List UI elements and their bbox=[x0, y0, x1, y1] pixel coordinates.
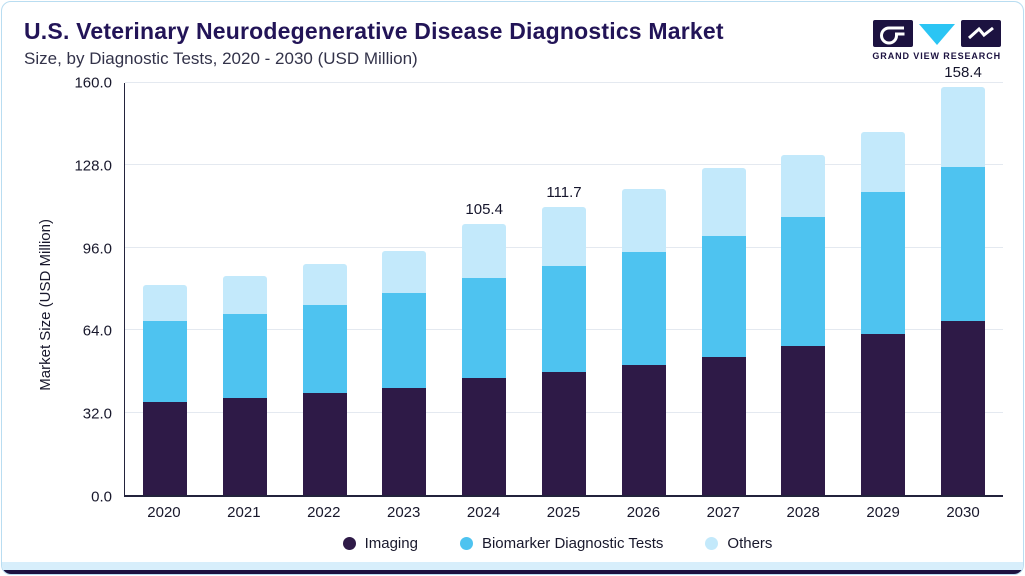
page-subtitle: Size, by Diagnostic Tests, 2020 - 2030 (… bbox=[24, 49, 418, 68]
bar-2023-biomarker-diagnostic-tests bbox=[382, 293, 427, 389]
bottom-accent-strip bbox=[2, 562, 1023, 574]
chart-main: 0.0 32.0 64.0 96.0 128.0 160.0 105.4 111.7 158.… bbox=[62, 64, 1003, 527]
logo-text: GRAND VIEW RESEARCH bbox=[872, 51, 1001, 61]
bar-2020-biomarker-diagnostic-tests bbox=[142, 320, 187, 402]
bar-2029-imaging bbox=[861, 334, 906, 495]
header: U.S. Veterinary Neurodegenerative Diseas… bbox=[2, 2, 1023, 73]
y-tick-label: 64.0 bbox=[82, 322, 112, 340]
bar-2025-imaging bbox=[541, 371, 586, 495]
bar-2021-imaging bbox=[222, 398, 267, 495]
x-tick-label-2021: 2021 bbox=[227, 503, 261, 521]
legend-label: Others bbox=[727, 535, 773, 552]
legend-label: Imaging bbox=[364, 535, 418, 552]
x-axis-labels: 2020 2021 2022 2023 2024 2025 2026 2027 2028 2029… bbox=[124, 497, 1003, 527]
bar-2029-biomarker-diagnostic-tests bbox=[861, 192, 906, 335]
plot-row: 0.0 32.0 64.0 96.0 128.0 160.0 105.4 111.7 158.… bbox=[62, 64, 1003, 506]
grand-view-research-logo: GRAND VIEW RESEARCH bbox=[872, 20, 1001, 61]
x-tick-label-2030: 2030 bbox=[946, 503, 980, 521]
data-label-2024: 105.4 bbox=[465, 200, 503, 218]
bar-2028-biomarker-diagnostic-tests bbox=[781, 216, 826, 347]
bar-2026-imaging bbox=[621, 365, 666, 495]
bar-2022-others bbox=[302, 263, 347, 305]
x-tick-label-2025: 2025 bbox=[546, 503, 581, 521]
bar-2025-others bbox=[541, 207, 586, 267]
bar-2028-others bbox=[781, 154, 826, 217]
stacked-bar-chart: Market Size (USD Million) 0.0 32.0 64.0 96.… bbox=[2, 64, 1023, 527]
data-label-2025: 111.7 bbox=[546, 184, 582, 202]
y-axis-ticks: 0.0 32.0 64.0 96.0 128.0 160.0 bbox=[62, 75, 124, 506]
bar-2030-others bbox=[941, 87, 986, 167]
bar-2021-biomarker-diagnostic-tests bbox=[222, 313, 267, 399]
y-axis-title-wrap: Market Size (USD Million) bbox=[28, 83, 62, 527]
legend-item-imaging: Imaging bbox=[342, 535, 418, 552]
bar-2024-imaging bbox=[462, 377, 507, 495]
bars: 105.4 111.7 158.4 bbox=[125, 64, 1003, 495]
gridline bbox=[125, 82, 1003, 83]
bar-2029 bbox=[861, 83, 906, 495]
page-title: U.S. Veterinary Neurodegenerative Diseas… bbox=[24, 18, 724, 44]
bar-2028-imaging bbox=[781, 346, 826, 495]
x-tick-label-2020: 2020 bbox=[147, 503, 181, 521]
bar-2026-biomarker-diagnostic-tests bbox=[621, 252, 666, 366]
y-tick-label: 128.0 bbox=[74, 157, 112, 175]
y-tick-label: 32.0 bbox=[82, 405, 112, 423]
chart-legend: Imaging Biomarker Diagnostic Tests Others bbox=[2, 527, 1023, 562]
bar-2026-others bbox=[621, 188, 666, 253]
legend-dot-icon bbox=[459, 537, 473, 550]
x-axis: 2020 2021 2022 2023 2024 2025 2026 2027 2028 2029… bbox=[62, 497, 1003, 527]
bar-2029-others bbox=[861, 131, 906, 193]
bar-2024-biomarker-diagnostic-tests bbox=[462, 277, 507, 378]
legend-item-others: Others bbox=[705, 535, 772, 552]
y-tick-label: 160.0 bbox=[74, 74, 112, 92]
bar-2027-biomarker-diagnostic-tests bbox=[701, 235, 746, 357]
data-label-2030: 158.4 bbox=[944, 64, 982, 82]
y-tick-label: 0.0 bbox=[91, 488, 112, 506]
x-tick-label-2024: 2024 bbox=[466, 503, 501, 521]
bar-2022-biomarker-diagnostic-tests bbox=[302, 304, 347, 394]
x-tick-label-2026: 2026 bbox=[626, 503, 661, 521]
bar-2030-imaging bbox=[941, 321, 986, 495]
bar-2023 bbox=[382, 83, 427, 495]
legend-item-biomarker-diagnostic-tests: Biomarker Diagnostic Tests bbox=[459, 535, 664, 552]
bar-2020-others bbox=[142, 284, 187, 321]
bar-2030-biomarker-diagnostic-tests bbox=[941, 166, 986, 322]
x-tick-label-2022: 2022 bbox=[307, 503, 341, 521]
logo-check-icon bbox=[960, 20, 1001, 47]
y-axis-title: Market Size (USD Million) bbox=[36, 219, 54, 391]
bar-2021 bbox=[222, 83, 267, 495]
bar-2023-imaging bbox=[382, 388, 427, 495]
bar-2027-others bbox=[701, 167, 746, 236]
x-tick-label-2029: 2029 bbox=[866, 503, 900, 521]
bar-2026 bbox=[621, 83, 666, 495]
bar-2024: 105.4 bbox=[462, 83, 507, 495]
bar-2020 bbox=[142, 83, 187, 495]
bar-2021-others bbox=[222, 276, 267, 314]
x-tick-label-2027: 2027 bbox=[706, 503, 740, 521]
bar-2022-imaging bbox=[302, 393, 347, 495]
header-titles: U.S. Veterinary Neurodegenerative Diseas… bbox=[24, 18, 724, 69]
logo-triangle-icon bbox=[918, 24, 955, 45]
plot-area: 105.4 111.7 158.4 bbox=[124, 64, 1003, 497]
legend-dot-icon bbox=[705, 537, 719, 550]
bar-2027 bbox=[701, 83, 746, 495]
bar-2027-imaging bbox=[701, 356, 746, 495]
gridline bbox=[125, 164, 1003, 166]
logo-marks bbox=[872, 20, 1001, 47]
bar-2030: 158.4 bbox=[941, 64, 986, 495]
bar-2020-imaging bbox=[142, 401, 187, 495]
bar-2024-others bbox=[462, 223, 507, 278]
legend-dot-icon bbox=[342, 537, 356, 550]
bar-2025-biomarker-diagnostic-tests bbox=[541, 266, 586, 372]
bar-2025: 111.7 bbox=[541, 83, 586, 495]
y-tick-label: 96.0 bbox=[82, 240, 112, 258]
x-tick-label-2028: 2028 bbox=[786, 503, 820, 521]
bar-2022 bbox=[302, 83, 347, 495]
legend-label: Biomarker Diagnostic Tests bbox=[481, 535, 664, 552]
bar-2023-others bbox=[382, 250, 427, 294]
x-tick-label-2023: 2023 bbox=[386, 503, 421, 521]
bar-2028 bbox=[781, 83, 826, 495]
logo-g-icon bbox=[872, 20, 913, 47]
